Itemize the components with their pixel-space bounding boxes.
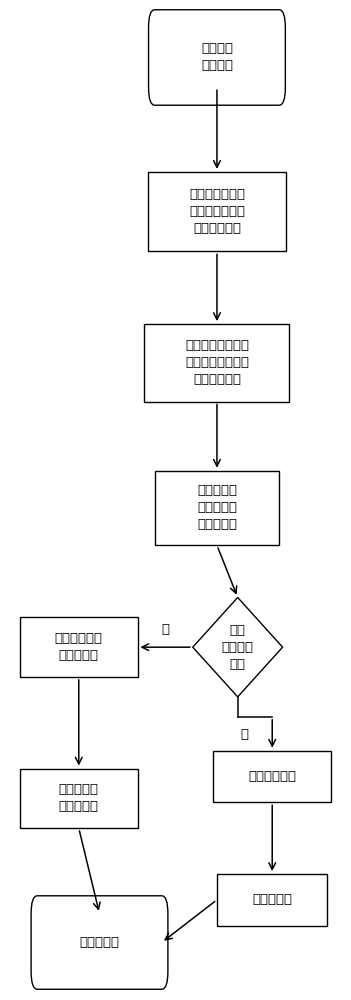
- Text: 做欠费处理，
闭合闸道机: 做欠费处理， 闭合闸道机: [55, 632, 103, 662]
- Text: 人工收费，
开启闸道机: 人工收费， 开启闸道机: [59, 783, 99, 813]
- Bar: [144, 324, 290, 402]
- Text: 服务器接受数据、
进行对比、存储、
生成收费数据: 服务器接受数据、 进行对比、存储、 生成收费数据: [185, 339, 249, 386]
- FancyBboxPatch shape: [148, 10, 285, 105]
- Text: 否: 否: [161, 623, 169, 636]
- Text: 开启闸道机: 开启闸道机: [252, 893, 292, 906]
- Bar: [20, 617, 138, 677]
- Bar: [148, 172, 286, 251]
- Text: 根据收费站
代码对比生
成收费数据: 根据收费站 代码对比生 成收费数据: [197, 484, 237, 531]
- Text: 扫描车牌图像，
识别其车牌号，
并编码成数据: 扫描车牌图像， 识别其车牌号， 并编码成数据: [189, 188, 245, 235]
- Polygon shape: [193, 597, 283, 697]
- FancyBboxPatch shape: [31, 896, 168, 989]
- Text: 车辆驶出
高速路口: 车辆驶出 高速路口: [201, 42, 233, 72]
- Bar: [213, 751, 331, 802]
- Text: 账户
余额是否
充足: 账户 余额是否 充足: [222, 624, 254, 671]
- Bar: [217, 874, 327, 926]
- Bar: [155, 471, 279, 545]
- Text: 驶出高速路: 驶出高速路: [80, 936, 119, 949]
- Text: 是: 是: [240, 728, 249, 741]
- Text: 账户扣缴费用: 账户扣缴费用: [248, 770, 296, 783]
- Bar: [20, 768, 138, 828]
